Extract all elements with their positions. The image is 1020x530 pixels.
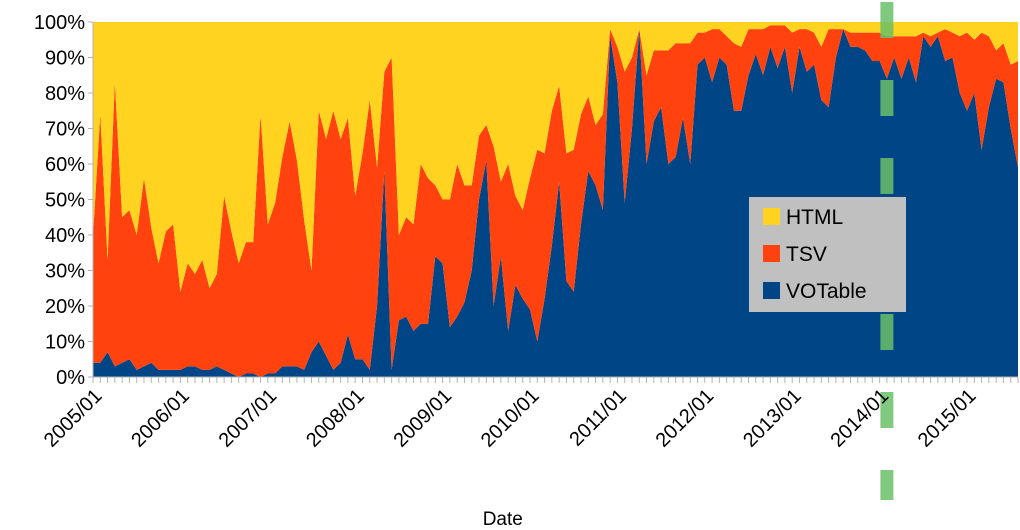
x-axis-title: Date: [483, 509, 523, 530]
x-axis: 2005/01 2006/01 2007/01 2008/01 2009/01 2010/…: [40, 376, 1019, 452]
x-tick-label: 2007/01: [215, 385, 282, 452]
y-tick-label: 50%: [45, 190, 85, 212]
y-tick-label: 0%: [56, 367, 85, 389]
legend-swatch: [763, 208, 780, 225]
x-tick-label: 2008/01: [302, 385, 369, 452]
y-tick-label: 10%: [45, 332, 85, 354]
y-tick-label: 20%: [45, 296, 85, 318]
legend-label: HTML: [786, 206, 843, 229]
x-tick-label: 2012/01: [652, 385, 719, 452]
x-tick-label: 2005/01: [40, 385, 107, 452]
y-tick-label: 90%: [45, 48, 85, 70]
legend-label: TSV: [786, 243, 827, 266]
legend: HTML TSV VOTable: [749, 197, 906, 312]
y-tick-label: 100%: [34, 12, 85, 34]
y-tick-label: 40%: [45, 225, 85, 247]
legend-label: VOTable: [786, 280, 867, 303]
legend-swatch: [763, 245, 780, 262]
x-tick-label: 2013/01: [739, 385, 806, 452]
y-tick-label: 60%: [45, 154, 85, 176]
x-tick-label: 2015/01: [914, 385, 981, 452]
y-tick-label: 80%: [45, 83, 85, 105]
area-html: [93, 22, 1018, 292]
x-tick-label: 2006/01: [127, 385, 194, 452]
x-tick-label: 2010/01: [477, 385, 544, 452]
y-tick-label: 70%: [45, 119, 85, 141]
legend-swatch: [763, 282, 780, 299]
x-tick-label: 2009/01: [389, 385, 456, 452]
area-tsv: [93, 25, 1018, 378]
x-tick-label: 2011/01: [565, 385, 631, 451]
y-axis: 0% 10% 20% 30% 40% 50% 60% 70% 80% 90% 100%: [34, 12, 94, 389]
y-tick-label: 30%: [45, 261, 85, 283]
